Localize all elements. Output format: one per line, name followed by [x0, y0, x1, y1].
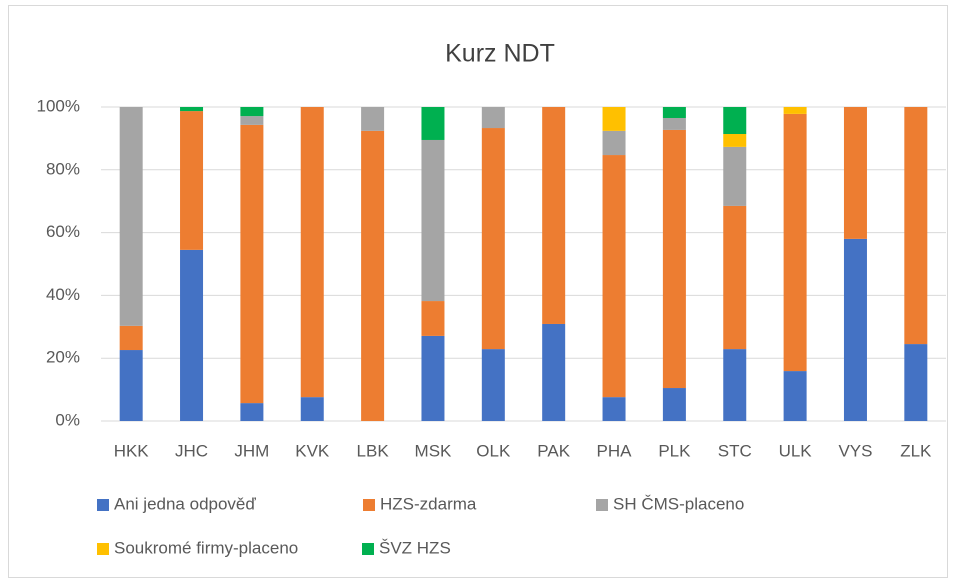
bar-segment — [843, 107, 867, 239]
x-tick-label: LBK — [357, 441, 390, 460]
legend-label: ŠVZ HZS — [379, 538, 451, 557]
chart-border — [8, 5, 948, 578]
bar-segment — [662, 388, 686, 421]
bar-segment — [904, 344, 928, 421]
x-tick-label: ULK — [779, 441, 813, 460]
bar-segment — [180, 111, 204, 250]
bar-segment — [421, 139, 445, 302]
bar-segment — [361, 107, 385, 131]
bar-segment — [180, 107, 204, 112]
bar-segment — [843, 238, 867, 421]
bar-segment — [180, 249, 204, 421]
bar-segment — [542, 323, 566, 421]
legend-label: HZS-zdarma — [380, 494, 477, 513]
bar-segment — [602, 130, 626, 156]
x-tick-label: PHA — [597, 441, 633, 460]
bar-segment — [662, 107, 686, 118]
y-tick-label: 60% — [46, 222, 80, 241]
legend-swatch — [97, 499, 109, 511]
bar-segment — [723, 134, 747, 147]
bar-segment — [119, 325, 143, 351]
bar-segment — [481, 128, 505, 350]
bar-segment — [481, 107, 505, 129]
x-tick-label: ZLK — [900, 441, 932, 460]
bar-segment — [602, 155, 626, 398]
bar-segment — [240, 124, 264, 404]
x-tick-label: KVK — [295, 441, 330, 460]
x-tick-label: MSK — [415, 441, 453, 460]
chart-title: Kurz NDT — [445, 40, 555, 68]
legend-swatch — [596, 499, 608, 511]
y-tick-label: 80% — [46, 159, 80, 178]
x-tick-label: PLK — [658, 441, 691, 460]
bar-segment — [904, 107, 928, 345]
y-tick-label: 0% — [55, 410, 80, 429]
x-tick-label: PAK — [537, 441, 570, 460]
bar-segment — [119, 107, 143, 326]
bar-segment — [662, 129, 686, 389]
bar-segment — [602, 397, 626, 421]
bar-segment — [542, 107, 566, 324]
bar-segment — [421, 335, 445, 421]
legend-swatch — [362, 543, 374, 555]
legend-swatch — [97, 543, 109, 555]
bar-segment — [602, 107, 626, 131]
bar-segment — [361, 130, 385, 421]
bar-segment — [723, 107, 747, 135]
x-tick-label: VYS — [838, 441, 872, 460]
bar-segment — [783, 113, 807, 372]
bar-segment — [421, 107, 445, 140]
bar-segment — [240, 116, 264, 125]
bar-segment — [783, 107, 807, 114]
bar-segment — [240, 107, 264, 117]
bar-segment — [783, 371, 807, 421]
legend-label: SH ČMS-placeno — [613, 494, 744, 513]
x-tick-label: STC — [718, 441, 752, 460]
legend-label: Soukromé firmy-placeno — [114, 538, 298, 557]
legend-swatch — [363, 499, 375, 511]
bar-segment — [421, 301, 445, 336]
bar-segment — [300, 397, 324, 421]
bar-segment — [723, 146, 747, 206]
x-tick-label: OLK — [476, 441, 511, 460]
y-tick-label: 40% — [46, 285, 80, 304]
bar-segment — [240, 403, 264, 421]
bar-segment — [119, 350, 143, 421]
bar-segment — [723, 205, 747, 350]
bar-segment — [481, 349, 505, 421]
bar-segment — [662, 117, 686, 130]
y-tick-label: 100% — [37, 96, 80, 115]
y-tick-label: 20% — [46, 348, 80, 367]
x-tick-label: HKK — [114, 441, 150, 460]
legend-label: Ani jedna odpověď — [114, 494, 256, 513]
bar-segment — [723, 349, 747, 421]
bar-segment — [300, 107, 324, 398]
x-tick-label: JHM — [234, 441, 269, 460]
x-tick-label: JHC — [175, 441, 208, 460]
